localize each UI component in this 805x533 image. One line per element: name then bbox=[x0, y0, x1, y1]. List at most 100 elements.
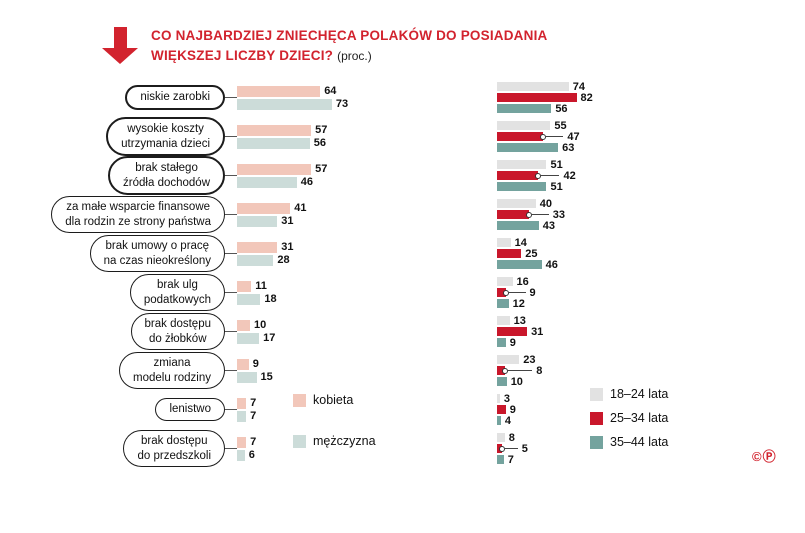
chart-row: brak ulg podatkowych 11 18 16 9 12 bbox=[10, 273, 805, 312]
age-bars: 13 31 9 bbox=[463, 314, 797, 349]
bar-kobieta bbox=[237, 124, 312, 136]
bar-age-18-24- bbox=[497, 238, 511, 247]
bar-row: 15 bbox=[237, 371, 463, 383]
bar-value: 5 bbox=[521, 442, 528, 455]
bar-row: 47 bbox=[497, 131, 797, 143]
bar-value: 7 bbox=[250, 397, 257, 409]
bar-age-25-34- bbox=[497, 405, 506, 414]
down-arrow-shaft bbox=[113, 27, 127, 48]
bar-value: 11 bbox=[255, 280, 267, 292]
leader-line bbox=[508, 292, 526, 293]
bar-kobieta bbox=[237, 397, 247, 409]
bar-value: 31 bbox=[281, 215, 294, 227]
bar-row: 51 bbox=[497, 181, 797, 193]
leader-dot bbox=[534, 172, 541, 179]
age-bars: 51 42 51 bbox=[463, 158, 797, 193]
category-label: brak dostępu do żłobków bbox=[130, 313, 225, 350]
bar-mezczyzna bbox=[237, 98, 332, 110]
legend-swatch-age-35-44 bbox=[590, 436, 603, 450]
bar-mezczyzna bbox=[237, 137, 310, 149]
age-bars: 55 47 63 bbox=[463, 119, 797, 154]
leader-dot bbox=[498, 445, 505, 452]
title-line-1: CO NAJBARDZIEJ ZNIECHĘCA POLAKÓW DO POSI… bbox=[151, 28, 548, 43]
category-cell: brak dostępu do żłobków bbox=[10, 313, 225, 350]
category-label: brak ulg podatkowych bbox=[129, 274, 225, 311]
bar-row: 42 bbox=[497, 169, 797, 182]
connector-line bbox=[225, 408, 237, 411]
bar-row: 56 bbox=[237, 137, 463, 149]
gender-bars: 10 17 bbox=[237, 319, 463, 344]
bar-mezczyzna bbox=[237, 215, 278, 227]
bar-row: 9 bbox=[237, 358, 463, 370]
chart-title: CO NAJBARDZIEJ ZNIECHĘCA POLAKÓW DO POSI… bbox=[151, 24, 547, 67]
bar-kobieta bbox=[237, 280, 252, 292]
bar-value: 31 bbox=[531, 325, 544, 338]
legend-age: 18–24 lata 25–34 lata 35–44 lata bbox=[590, 387, 669, 450]
bar-value: 73 bbox=[335, 98, 349, 110]
bar-value: 23 bbox=[523, 353, 536, 366]
bar-value: 25 bbox=[525, 247, 538, 260]
legend-label-age-35-44: 35–44 lata bbox=[610, 435, 669, 450]
age-bars: 74 82 56 bbox=[463, 81, 797, 115]
bar-age-25-34- bbox=[497, 93, 577, 102]
bar-age-35-44- bbox=[497, 143, 559, 152]
category-label: za małe wsparcie finansowe dla rodzin ze… bbox=[51, 196, 225, 233]
bar-row: 13 bbox=[497, 314, 797, 327]
category-cell: brak ulg podatkowych bbox=[10, 274, 225, 311]
bar-age-18-24- bbox=[497, 277, 513, 286]
bar-row: 73 bbox=[237, 98, 463, 110]
bar-row: 7 bbox=[237, 436, 463, 448]
age-bars: 16 9 12 bbox=[463, 276, 797, 310]
gender-bars: 41 31 bbox=[237, 202, 463, 227]
copyright-mark: ©Ⓟ bbox=[752, 449, 777, 464]
title-unit-suffix: (proc.) bbox=[337, 49, 372, 64]
bar-kobieta bbox=[237, 85, 321, 97]
category-cell: lenistwo bbox=[10, 398, 225, 421]
bar-row: 3 bbox=[497, 393, 797, 405]
bar-value: 51 bbox=[550, 158, 563, 171]
bar-value: 7 bbox=[250, 410, 257, 422]
bar-row: 74 bbox=[497, 81, 797, 93]
bar-row: 28 bbox=[237, 254, 463, 266]
bar-value: 17 bbox=[263, 332, 276, 344]
chart-row: niskie zarobki 64 73 74 82 56 bbox=[10, 78, 805, 117]
connector-line bbox=[225, 447, 237, 450]
bar-value: 9 bbox=[529, 286, 536, 299]
bar-age-18-24- bbox=[497, 82, 569, 91]
bar-row: 41 bbox=[237, 202, 463, 214]
bar-row: 55 bbox=[497, 119, 797, 132]
bar-row: 43 bbox=[497, 219, 797, 232]
bar-value: 13 bbox=[513, 314, 526, 327]
legend-item-mezczyzna: mężczyzna bbox=[293, 434, 376, 449]
bar-row: 9 bbox=[497, 286, 797, 299]
bar-kobieta bbox=[237, 241, 278, 253]
bar-value: 43 bbox=[542, 219, 555, 232]
bar-value: 9 bbox=[509, 336, 516, 349]
bar-age-18-24- bbox=[497, 355, 520, 364]
bar-age-18-24- bbox=[497, 316, 510, 325]
bar-row: 10 bbox=[497, 376, 797, 388]
bar-kobieta bbox=[237, 436, 247, 448]
category-cell: brak stałego źródła dochodów bbox=[10, 156, 225, 195]
leader-line bbox=[532, 214, 549, 215]
bar-value: 40 bbox=[539, 197, 553, 210]
bar-value: 46 bbox=[545, 258, 558, 271]
category-cell: brak dostępu do przedszkoli bbox=[10, 430, 225, 467]
bar-age-35-44- bbox=[497, 260, 542, 269]
bar-age-35-44- bbox=[497, 455, 504, 464]
legend-swatch-mezczyzna bbox=[293, 435, 306, 449]
bar-value: 4 bbox=[504, 414, 511, 427]
bar-value: 7 bbox=[507, 453, 514, 466]
bar-value: 55 bbox=[554, 119, 567, 132]
bar-row: 63 bbox=[497, 142, 797, 154]
bar-mezczyzna bbox=[237, 293, 261, 305]
legend-label-age-18-24: 18–24 lata bbox=[610, 387, 669, 401]
bar-kobieta bbox=[237, 358, 249, 370]
leader-line bbox=[545, 136, 564, 137]
title-line-2: WIĘKSZEJ LICZBY DZIECI? (proc.) bbox=[151, 46, 547, 66]
bar-value: 42 bbox=[563, 169, 576, 182]
gender-bars: 57 46 bbox=[237, 163, 463, 188]
leader-dot bbox=[526, 211, 532, 218]
